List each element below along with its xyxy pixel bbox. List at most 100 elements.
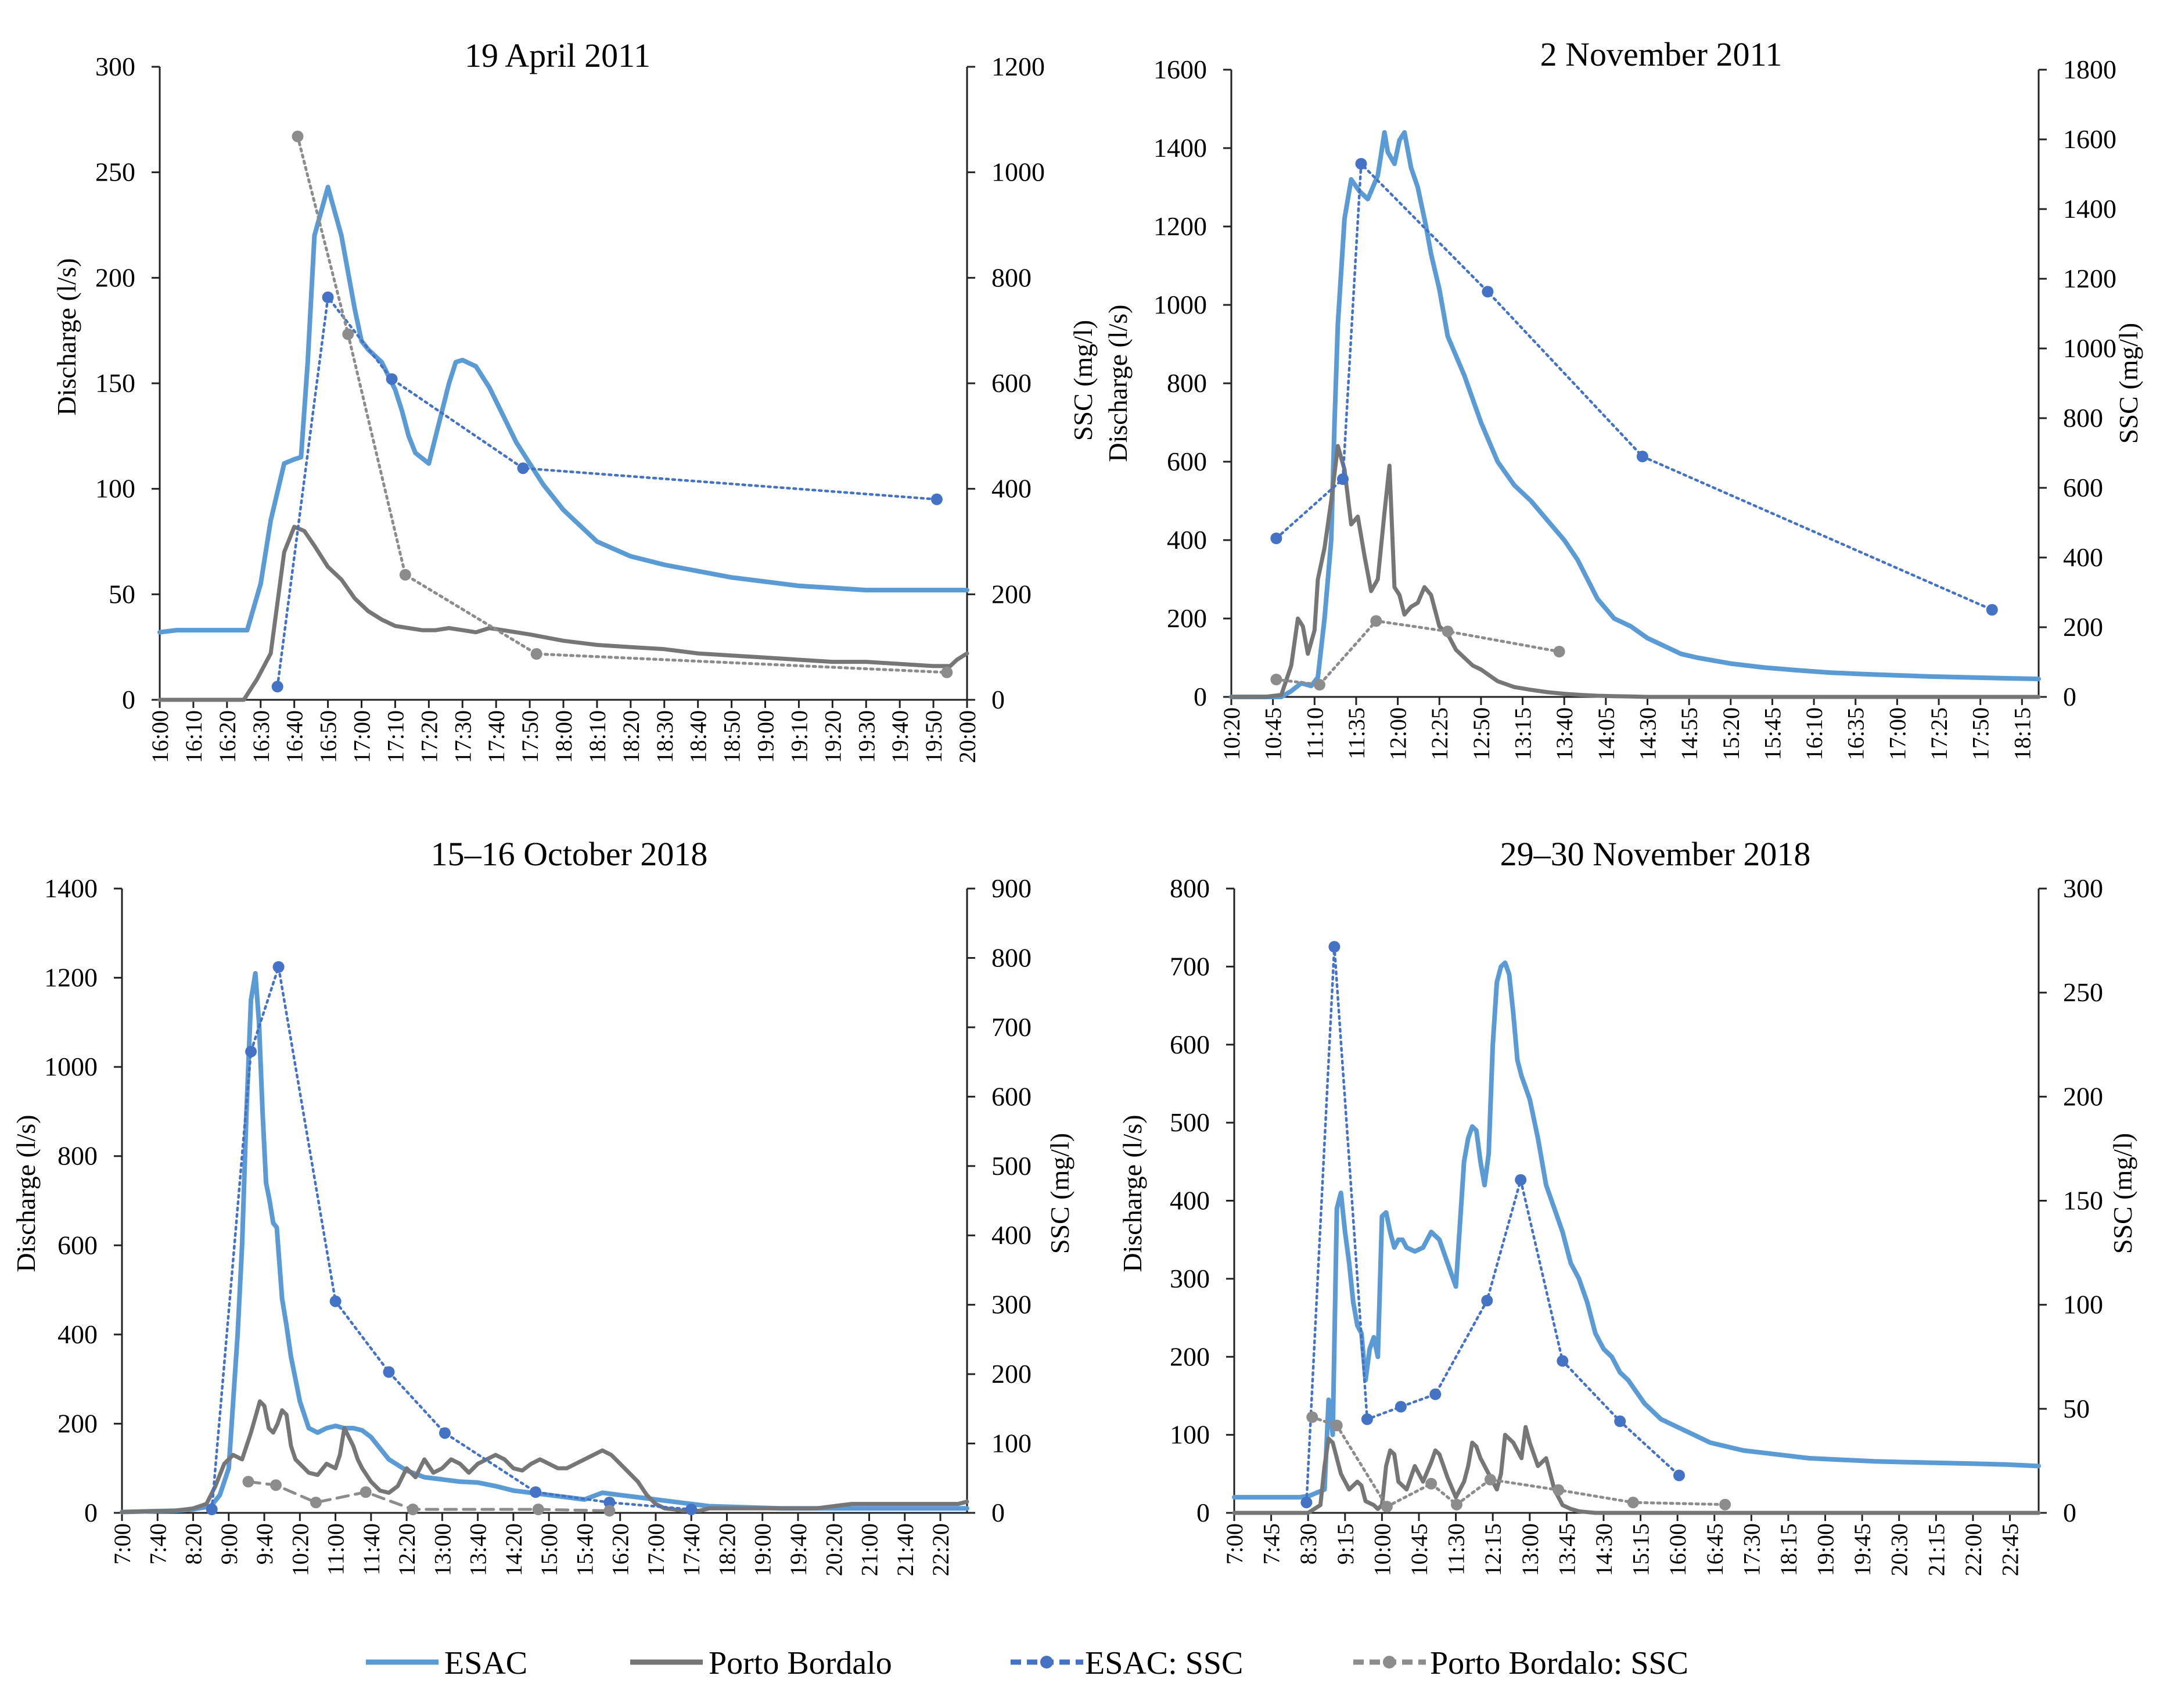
x-tick-label: 21:00 [857, 1523, 883, 1576]
x-tick-label: 19:00 [753, 710, 779, 763]
y2-tick-label: 200 [2063, 1081, 2103, 1111]
x-tick-label: 19:30 [853, 710, 879, 763]
x-tick-label: 17:25 [1926, 707, 1952, 760]
x-tick-label: 17:30 [450, 710, 476, 763]
y2-tick-label: 0 [991, 685, 1005, 714]
y-tick-label: 250 [95, 157, 135, 187]
x-tick-label: 15:20 [1718, 707, 1744, 760]
panel-title: 2 November 2011 [1540, 35, 1783, 73]
y-axis-label-right: SSC (mg/l) [2108, 1133, 2137, 1254]
y-tick-label: 600 [1170, 1030, 1210, 1059]
x-tick-label: 10:45 [1406, 1523, 1432, 1576]
x-tick-label: 17:00 [1884, 707, 1910, 760]
series-line-porto-bordalo [1229, 444, 2041, 699]
data-point-porto-bordalo-ssc [292, 130, 304, 142]
x-tick-label: 11:35 [1343, 707, 1370, 760]
x-tick-label: 19:00 [1813, 1523, 1839, 1576]
x-tick-label: 17:20 [416, 710, 442, 763]
y-tick-label: 1400 [44, 873, 98, 903]
x-tick-label: 13:40 [1551, 707, 1577, 760]
data-point-esac-ssc [1328, 941, 1341, 953]
x-tick-label: 16:00 [1665, 1523, 1691, 1576]
x-tick-label: 11:00 [323, 1523, 349, 1576]
x-tick-label: 19:00 [750, 1523, 776, 1576]
legend: ESAC Porto Bordalo ESAC: SSC Porto Borda… [366, 1645, 1688, 1681]
y-tick-label: 1400 [1153, 133, 1207, 163]
x-tick-label: 9:00 [216, 1523, 242, 1565]
data-point-porto-bordalo-ssc [1370, 615, 1382, 627]
y2-tick-label: 1200 [2063, 264, 2116, 293]
data-point-esac-ssc [1361, 1413, 1373, 1425]
x-tick-label: 19:45 [1849, 1523, 1875, 1576]
series-line-porto-bordalo [1232, 1425, 2041, 1515]
panel-title: 19 April 2011 [465, 37, 651, 74]
y-axis-label-left: Discharge (l/s) [1117, 1114, 1147, 1272]
y-tick-label: 1200 [44, 963, 98, 993]
y2-tick-label: 800 [991, 263, 1032, 292]
data-point-porto-bordalo-ssc [532, 1504, 544, 1515]
data-point-porto-bordalo-ssc [530, 648, 542, 660]
data-point-esac-ssc [271, 681, 283, 693]
series-line-porto-bordalo [120, 1399, 969, 1514]
x-tick-label: 13:15 [1510, 707, 1536, 760]
series-line-esac-ssc [1305, 945, 1681, 1504]
data-point-porto-bordalo-ssc [1719, 1498, 1731, 1511]
y2-tick-label: 150 [2063, 1186, 2103, 1216]
y2-tick-label: 100 [991, 1429, 1032, 1458]
y2-tick-label: 400 [991, 474, 1032, 504]
data-point-porto-bordalo-ssc [1442, 625, 1454, 638]
data-point-esac-ssc [930, 493, 943, 505]
x-tick-label: 22:45 [1997, 1523, 2024, 1576]
x-tick-label: 11:40 [358, 1523, 384, 1576]
data-point-esac-ssc [1614, 1415, 1626, 1427]
x-tick-label: 19:10 [786, 710, 812, 763]
data-point-porto-bordalo-ssc [342, 328, 354, 340]
y2-tick-label: 600 [991, 1081, 1032, 1111]
panel-19-april-2011: 19 April 2011 Discharge (l/s) SSC (mg/l)… [52, 37, 1098, 763]
y2-tick-label: 0 [991, 1498, 1005, 1527]
y-tick-label: 300 [1170, 1264, 1210, 1293]
data-point-porto-bordalo-ssc [1381, 1501, 1393, 1513]
y-tick-label: 600 [58, 1230, 98, 1260]
data-point-porto-bordalo-ssc [399, 569, 411, 581]
x-tick-label: 16:50 [315, 710, 342, 763]
y2-tick-label: 500 [991, 1151, 1032, 1181]
x-tick-label: 18:30 [652, 710, 678, 763]
x-tick-label: 17:50 [1968, 707, 1994, 760]
panel-2-november-2011: 2 November 2011 Discharge (l/s) SSC (mg/… [1103, 35, 2143, 760]
series-line-esac [120, 970, 969, 1515]
data-point-porto-bordalo-ssc [1627, 1497, 1639, 1509]
x-tick-label: 11:30 [1443, 1523, 1469, 1576]
data-point-porto-bordalo-ssc [310, 1497, 322, 1509]
x-tick-label: 10:00 [1369, 1523, 1395, 1576]
y-tick-label: 700 [1170, 951, 1210, 981]
x-tick-label: 9:15 [1332, 1523, 1359, 1565]
x-tick-label: 22:00 [1960, 1523, 1986, 1576]
data-point-esac-ssc [1673, 1469, 1685, 1482]
legend-item-porto-bordalo-ssc: Porto Bordalo: SSC [1353, 1645, 1688, 1681]
y2-tick-label: 300 [991, 1290, 1032, 1319]
data-point-esac-ssc [1337, 473, 1349, 485]
x-tick-label: 8:20 [181, 1523, 207, 1565]
x-tick-label: 17:40 [678, 1523, 705, 1576]
data-point-esac-ssc [439, 1427, 451, 1439]
x-tick-label: 10:20 [287, 1523, 313, 1576]
legend-marker-porto-bordalo-ssc [1383, 1656, 1396, 1669]
data-point-esac-ssc [386, 373, 398, 385]
y2-tick-label: 300 [2063, 873, 2103, 903]
y-tick-label: 0 [1194, 682, 1207, 711]
x-tick-label: 18:20 [714, 1523, 740, 1576]
x-tick-label: 7:40 [145, 1523, 171, 1565]
y2-tick-label: 600 [991, 368, 1032, 398]
x-tick-label: 18:20 [618, 710, 644, 763]
y-axis-label-left: Discharge (l/s) [1103, 304, 1133, 462]
x-tick-label: 16:35 [1843, 707, 1869, 760]
data-point-porto-bordalo-ssc [1451, 1498, 1462, 1511]
y2-tick-label: 600 [2063, 473, 2103, 502]
y-tick-label: 0 [1196, 1498, 1210, 1527]
series-line-esac [157, 185, 969, 635]
x-tick-label: 12:00 [1385, 707, 1411, 760]
x-tick-label: 17:50 [517, 710, 543, 763]
y-axis-label-right: SSC (mg/l) [2114, 323, 2143, 444]
y-tick-label: 500 [1170, 1107, 1210, 1137]
